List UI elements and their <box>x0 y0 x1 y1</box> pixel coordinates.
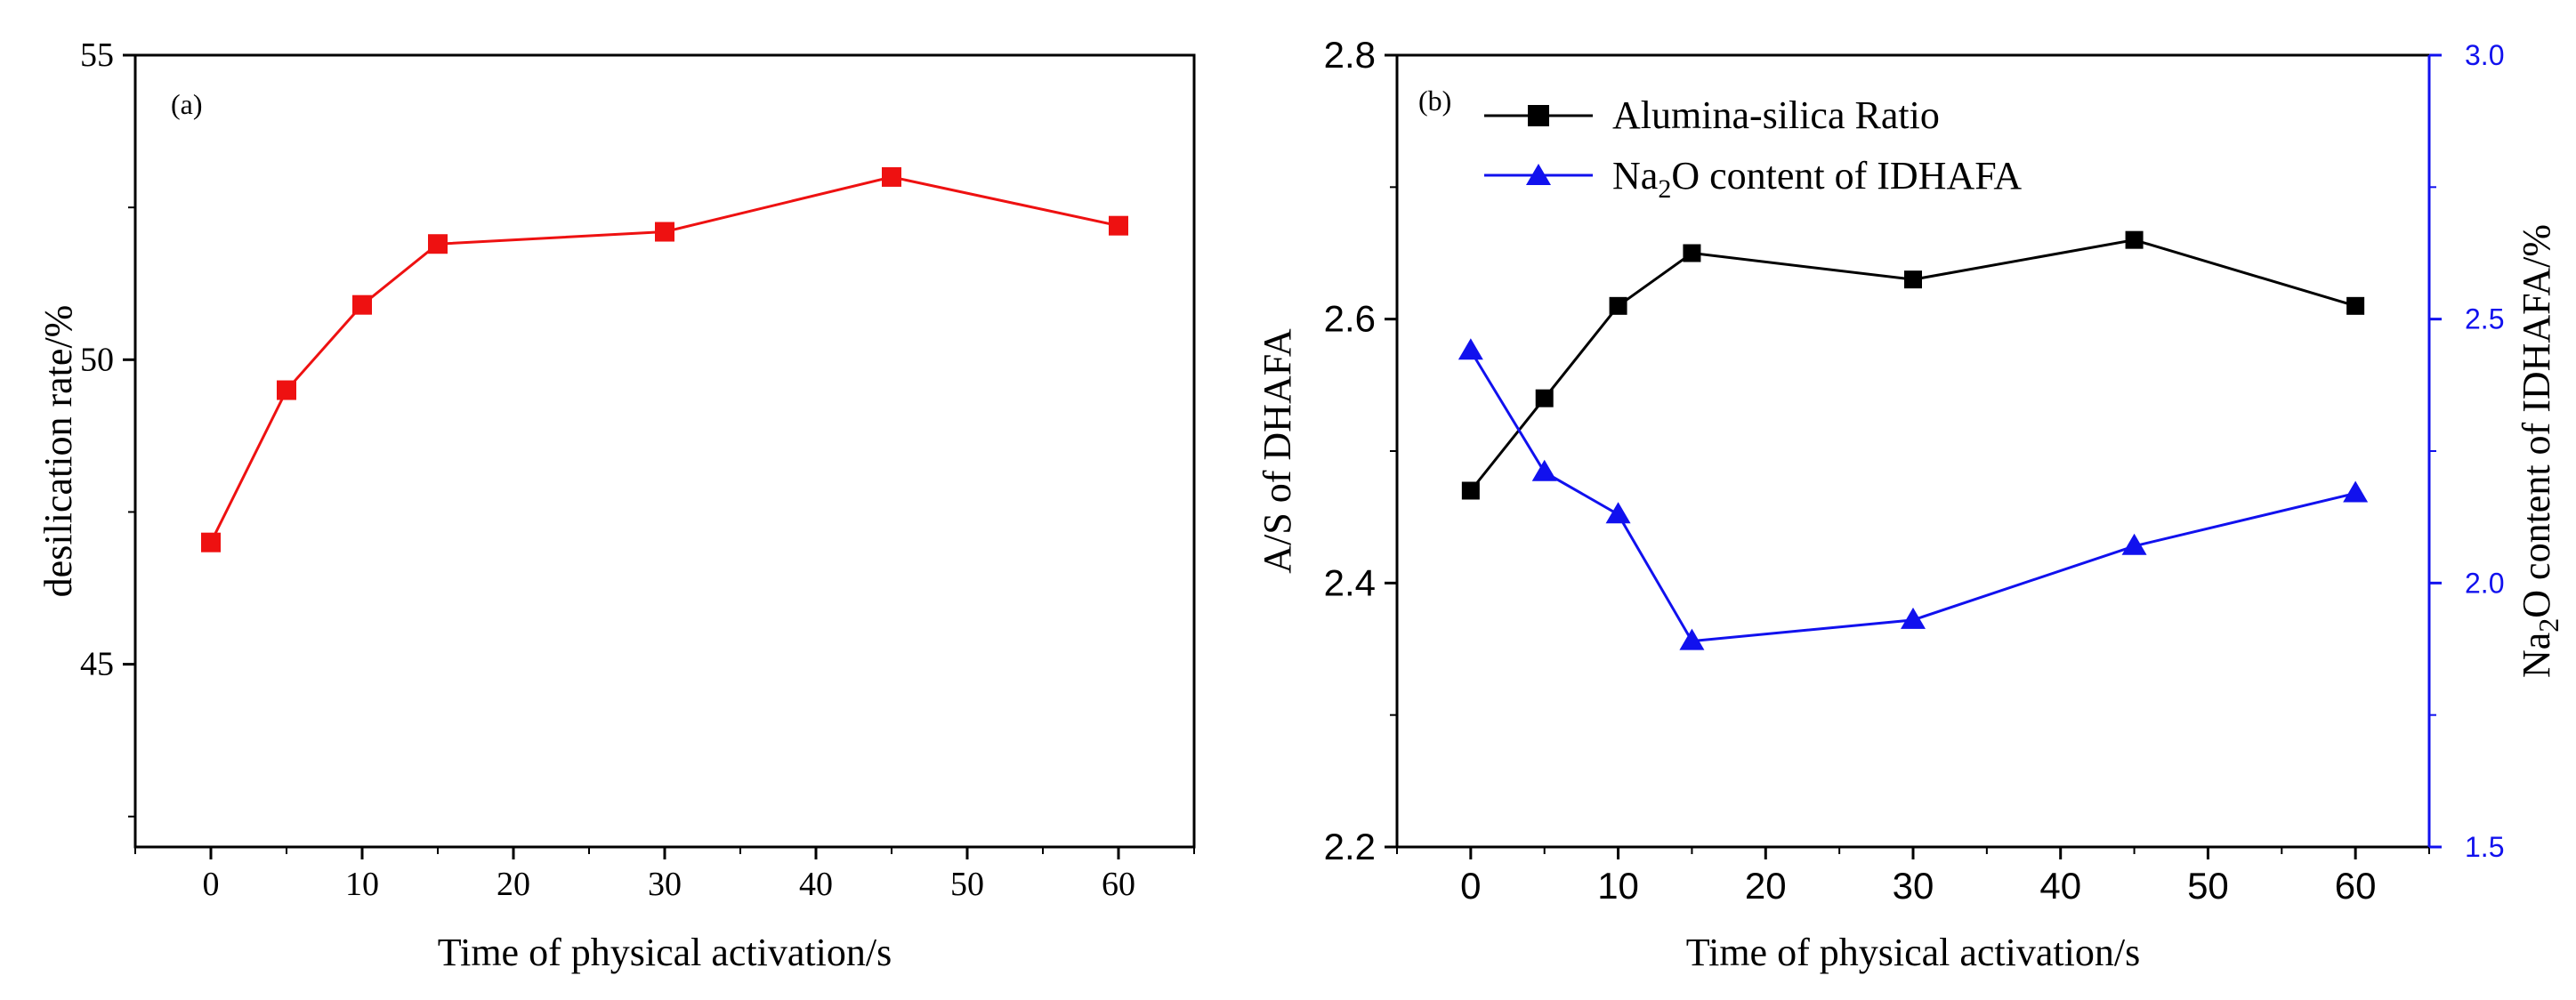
panel-a-x-tick-label: 60 <box>1102 866 1135 903</box>
panel-b-y-tick-label: 2.4 <box>1324 561 1376 603</box>
panel-b-y-tick-label: 2.2 <box>1324 826 1376 867</box>
panel-b-x-tick-label: 40 <box>2039 865 2081 907</box>
legend-entry-alumina-silica-ratio: Alumina-silica Ratio <box>1484 93 1940 137</box>
panel-a-x-tick-label: 20 <box>497 866 530 903</box>
panel-a-y-tick-label: 45 <box>80 646 114 683</box>
panel-b-data-point-square <box>1904 270 1922 289</box>
legend-label-alumina-silica: Alumina-silica Ratio <box>1612 93 1940 137</box>
panel-b-data-point-triangle <box>1458 338 1483 360</box>
panel-a-x-tick-label: 10 <box>345 866 379 903</box>
panel-b-data-point-square <box>1683 244 1701 262</box>
panel-b-x-tick-label: 0 <box>1460 865 1481 907</box>
panel-b-data-point-square <box>1535 389 1554 407</box>
panel-b-x-tick-label: 60 <box>2335 865 2377 907</box>
panel-b-data-point-square <box>1461 481 1480 500</box>
panel-a-data-point <box>277 380 296 400</box>
panel-b-y-axis-title: A/S of DHAFA <box>1256 328 1299 574</box>
legend-entry-na2o-content: Na2O content of IDHAFA <box>1484 154 2022 204</box>
panel-b-chart: (b) 2.2 2.4 2.6 2.8 1.5 2.0 2.5 3.0 0 10 20 30 40 5… <box>1256 34 2564 974</box>
panel-b-series-line-right <box>1469 350 2356 643</box>
panel-a-x-tick-label: 50 <box>950 866 984 903</box>
legend-square-marker <box>1528 105 1549 126</box>
panel-b-data-point-triangle <box>2121 533 2147 555</box>
panel-a-data-point <box>352 294 372 315</box>
panel-b-x-tick-label: 10 <box>1597 865 1639 907</box>
panel-a-data-point <box>201 532 221 552</box>
panel-a-frame <box>133 53 1196 849</box>
panel-b-legend: Alumina-silica Ratio Na2O content of IDH… <box>1484 93 2022 204</box>
panel-a-label: (a) <box>171 88 203 120</box>
panel-b-x-tick-label: 20 <box>1745 865 1787 907</box>
panel-b-data-point-square <box>1609 296 1627 315</box>
panel-a-x-axis-title: Time of physical activation/s <box>438 931 892 974</box>
panel-b-data-point-triangle <box>1679 628 1705 650</box>
panel-a-chart: (a) 45 50 55 0 10 20 30 40 50 60 Time of physica… <box>36 36 1196 974</box>
panel-a-y-axis-title: desilication rate/% <box>36 305 80 598</box>
panel-a-x-tick-label: 30 <box>648 866 682 903</box>
panel-b-right-y-tick-label: 2.0 <box>2465 567 2504 599</box>
panel-b-label: (b) <box>1418 85 1451 117</box>
panel-b-data-point-triangle <box>1531 459 1557 481</box>
legend-label-na2o: Na2O content of IDHAFA <box>1612 154 2022 204</box>
panel-b-y-tick-label: 2.8 <box>1324 34 1376 76</box>
panel-b-data-point-square <box>2346 296 2365 315</box>
panel-b-right-y-tick-label: 1.5 <box>2465 831 2504 863</box>
panel-b-data-point-square <box>2125 230 2144 249</box>
panel-b-data-point-triangle <box>2343 480 2369 503</box>
panel-b-y-tick-label: 2.6 <box>1324 298 1376 340</box>
panel-a-data-point <box>882 166 901 187</box>
panel-a-data-point <box>655 222 674 242</box>
panel-a-x-tick-label: 0 <box>203 866 220 903</box>
panel-b-data-point-triangle <box>1901 607 1926 629</box>
panel-a-y-tick-label: 55 <box>80 36 114 74</box>
panel-a-y-tick-label: 50 <box>80 341 114 378</box>
panel-a-data-point <box>428 234 448 254</box>
panel-a-data-point <box>1109 215 1128 236</box>
panel-b-data-point-triangle <box>1605 502 1631 524</box>
panel-b-x-tick-label: 30 <box>1893 865 1934 907</box>
panel-b-right-y-axis-title: Na2O content of IDHAFA/% <box>2515 224 2564 678</box>
panel-b-x-axis-title: Time of physical activation/s <box>1686 931 2140 974</box>
panel-b-x-tick-label: 50 <box>2187 865 2229 907</box>
panel-b-right-y-tick-label: 3.0 <box>2465 39 2504 71</box>
panel-a-x-tick-label: 40 <box>799 866 833 903</box>
panel-b-right-y-tick-label: 2.5 <box>2465 303 2504 335</box>
legend-triangle-marker <box>1526 164 1551 185</box>
